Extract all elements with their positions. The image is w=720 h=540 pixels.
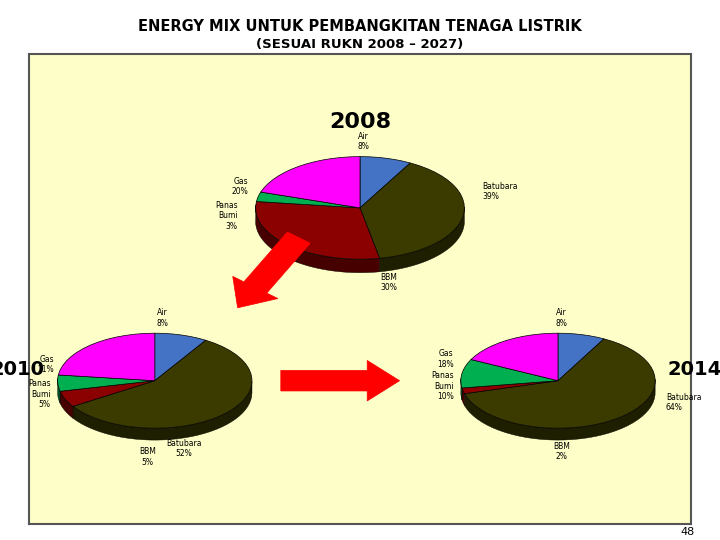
Text: Panas
Bumi
3%: Panas Bumi 3%: [215, 201, 238, 231]
Text: ENERGY MIX UNTUK PEMBANGKITAN TENAGA LISTRIK: ENERGY MIX UNTUK PEMBANGKITAN TENAGA LIS…: [138, 19, 582, 34]
Text: Air
8%: Air 8%: [358, 132, 369, 151]
Text: BBM
5%: BBM 5%: [139, 447, 156, 467]
Text: Gas
21%: Gas 21%: [37, 355, 54, 374]
Text: BBM
2%: BBM 2%: [553, 442, 570, 461]
Text: Air
8%: Air 8%: [156, 308, 168, 328]
Text: Panas
Bumi
5%: Panas Bumi 5%: [28, 379, 50, 409]
Text: Gas
18%: Gas 18%: [437, 349, 454, 369]
Text: BBM
30%: BBM 30%: [380, 273, 397, 292]
Text: 2008: 2008: [329, 112, 391, 132]
Text: 48: 48: [680, 527, 695, 537]
Text: Batubara
39%: Batubara 39%: [482, 182, 518, 201]
Text: 2014: 2014: [667, 360, 720, 380]
Text: Batubara
52%: Batubara 52%: [166, 439, 202, 458]
Text: 2010: 2010: [0, 360, 45, 380]
Text: Panas
Bumi
10%: Panas Bumi 10%: [431, 371, 454, 401]
Text: Batubara
64%: Batubara 64%: [666, 393, 701, 412]
Text: Air
8%: Air 8%: [556, 308, 567, 328]
Text: (SESUAI RUKN 2008 – 2027): (SESUAI RUKN 2008 – 2027): [256, 38, 464, 51]
Text: Gas
20%: Gas 20%: [232, 177, 248, 196]
